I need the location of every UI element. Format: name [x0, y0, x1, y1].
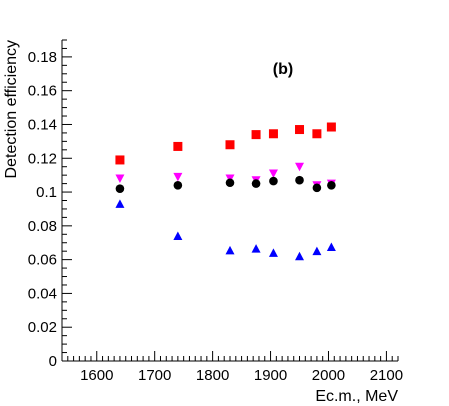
x-tick-label: 1900 — [254, 367, 287, 384]
data-point-square — [326, 122, 336, 132]
data-point-circle — [269, 176, 278, 186]
data-point-triangle-up — [326, 242, 336, 251]
data-point-circle — [251, 179, 261, 188]
y-axis-ticks: 0 0.02 0.04 0.06 0.08 0.1 0.12 0.14 0.16 0.18 — [28, 39, 72, 370]
data-point-circle — [312, 183, 322, 193]
data-point-circle — [295, 175, 304, 185]
data-point-square — [115, 155, 125, 165]
y-tick-label: 0 — [49, 353, 57, 370]
x-tick-label: 1800 — [196, 367, 229, 384]
y-tick-label: 0.14 — [28, 116, 57, 133]
y-tick-label: 0.18 — [28, 49, 57, 66]
x-tick-label: 2000 — [312, 367, 345, 384]
data-point-circle — [115, 184, 125, 193]
x-tick-label: 2100 — [370, 367, 403, 384]
y-tick-label: 0.16 — [28, 83, 57, 100]
x-tick-label: 1600 — [80, 367, 113, 384]
data-point-triangle-down — [295, 162, 305, 172]
y-tick-label: 0.02 — [28, 319, 57, 336]
data-point-square — [251, 130, 261, 140]
data-point-triangle-up — [312, 246, 322, 256]
x-axis-label: Ec.m., MeV — [315, 388, 398, 405]
data-point-square — [295, 125, 305, 135]
data-point-triangle-up — [225, 245, 235, 255]
data-point-circle — [225, 178, 235, 188]
panel-annotation: (b) — [273, 61, 293, 78]
data-point-circle — [327, 180, 336, 190]
data-point-square — [225, 140, 235, 150]
x-axis-ticks: 1600 1700 1800 1900 2000 2100 — [67, 351, 403, 384]
data-point-square — [173, 141, 183, 151]
data-point-triangle-up — [295, 251, 305, 261]
data-point-triangle-down — [268, 169, 278, 178]
y-tick-label: 0.04 — [28, 285, 57, 302]
data-point-square — [268, 129, 278, 139]
data-point-triangle-down — [115, 174, 125, 184]
data-point-triangle-up — [115, 199, 125, 208]
data-point-triangle-up — [268, 248, 278, 257]
data-point-triangle-up — [173, 231, 183, 240]
x-tick-label: 1700 — [138, 367, 171, 384]
y-tick-label: 0.06 — [28, 252, 57, 269]
axes-frame — [61, 40, 398, 362]
data-markers — [115, 122, 336, 261]
data-point-triangle-up — [251, 244, 261, 253]
data-point-circle — [173, 180, 183, 190]
data-point-triangle-down — [173, 172, 183, 182]
y-axis-label: Detection efficiency — [3, 40, 20, 178]
y-tick-label: 0.08 — [28, 218, 57, 235]
data-point-square — [312, 129, 322, 139]
y-tick-label: 0.1 — [36, 184, 57, 201]
y-tick-label: 0.12 — [28, 150, 57, 167]
